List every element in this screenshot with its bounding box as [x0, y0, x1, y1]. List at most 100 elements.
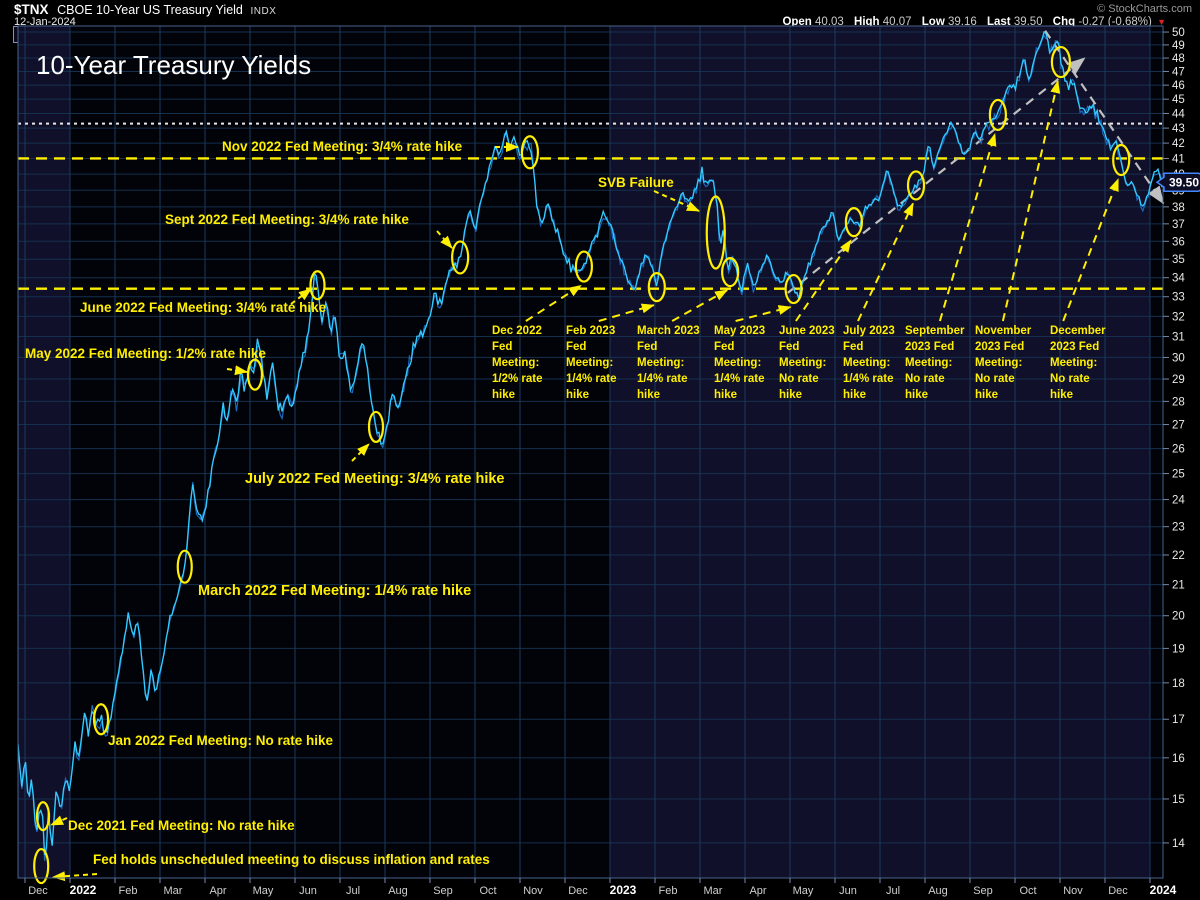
- y-axis-label: 42: [1172, 138, 1185, 150]
- open-value: 40.03: [815, 16, 844, 28]
- y-axis-label: 48: [1172, 53, 1185, 65]
- feb-2023-block-line: 1/4% rate: [566, 373, 617, 385]
- x-axis-label: Jun: [299, 885, 317, 897]
- y-axis-label: 47: [1172, 66, 1185, 78]
- x-axis-label: Jul: [346, 885, 360, 897]
- july-2023-block: July 2023 Fed Meeting: 1/4% rate hike: [843, 325, 895, 401]
- feb-2023-block-line: Fed: [566, 341, 586, 353]
- november-2023-block-line: No rate: [975, 373, 1015, 385]
- annotation-dec-2021: Dec 2021 Fed Meeting: No rate hike: [68, 818, 295, 833]
- july-2023-block-line: 1/4% rate: [843, 373, 894, 385]
- july-2023-block-line: Meeting:: [843, 357, 890, 369]
- x-axis-label: Feb: [119, 885, 138, 897]
- copyright-text: © StockCharts.com: [1097, 3, 1192, 15]
- meeting-ellipse-mar2023: [721, 257, 740, 288]
- meeting-ellipse-sep2023: [988, 98, 1008, 132]
- fan-arrow-feb2023: [598, 303, 655, 322]
- x-axis-label: Apr: [209, 885, 226, 897]
- price-line: [18, 30, 1163, 855]
- july-2023-block-line: hike: [843, 389, 866, 401]
- december-2023-block-line: No rate: [1050, 373, 1090, 385]
- exchange-label: INDX: [250, 6, 277, 17]
- y-axis-label: 38: [1172, 202, 1185, 214]
- july-2022-arrow: [351, 443, 370, 462]
- feb-2023-block: Feb 2023 Fed Meeting: 1/4% rate hike: [566, 325, 617, 401]
- x-axis-label: 2024: [1150, 883, 1177, 897]
- september-2023-block: September 2023 Fed Meeting: No rate hike: [905, 325, 965, 401]
- last-price-badge: 39.50: [1155, 172, 1200, 192]
- november-2023-block-line: hike: [975, 389, 998, 401]
- annotation-svb-failure: SVB Failure: [598, 175, 674, 190]
- feb-2023-block-line: Feb 2023: [566, 325, 615, 337]
- dec-2022-block-line: hike: [492, 389, 515, 401]
- fan-arrow-dec2022: [525, 284, 582, 322]
- september-2023-block-line: Meeting:: [905, 357, 952, 369]
- symbol-description: CBOE 10-Year US Treasury Yield: [57, 3, 243, 17]
- june-2022-arrow: [290, 288, 312, 305]
- june-2023-block: June 2023 Fed Meeting: No rate hike: [779, 325, 835, 401]
- december-2023-block: December 2023 Fed Meeting: No rate hike: [1050, 325, 1106, 401]
- y-axis-label: 15: [1172, 794, 1185, 806]
- meeting-ellipse-mar2022: [176, 549, 193, 584]
- fan-arrow-dec2023: [1062, 178, 1120, 322]
- annotation-jan-2022: Jan 2022 Fed Meeting: No rate hike: [108, 733, 334, 748]
- meeting-ellipse-dec2023: [1112, 143, 1131, 177]
- december-2023-block-line: Meeting:: [1050, 357, 1097, 369]
- y-axis-label: 26: [1172, 444, 1185, 456]
- plot-frame: [17, 25, 1164, 879]
- feb-2023-block-line: Meeting:: [566, 357, 613, 369]
- y-axis-label: 32: [1172, 311, 1185, 323]
- dec-2022-block-line: Dec 2022: [492, 325, 542, 337]
- june-2023-block-line: June 2023: [779, 325, 835, 337]
- chg-value: -0.27 (-0.68%): [1078, 16, 1152, 28]
- june-2023-block-line: No rate: [779, 373, 819, 385]
- feb-2023-block-line: hike: [566, 389, 589, 401]
- y-axis-label: 28: [1172, 396, 1185, 408]
- x-axis-label: Apr: [749, 885, 766, 897]
- march-2023-block-line: March 2023: [637, 325, 700, 337]
- march-2023-block-line: 1/4% rate: [637, 373, 688, 385]
- march-2023-block: March 2023 Fed Meeting: 1/4% rate hike: [637, 325, 700, 401]
- annotation-unscheduled-meeting: Fed holds unscheduled meeting to discuss…: [93, 852, 490, 867]
- y-axis-label: 20: [1172, 611, 1185, 623]
- june-2023-block-line: Fed: [779, 341, 799, 353]
- meeting-ellipse-unscheduled: [33, 847, 50, 885]
- unscheduled-arrow: [52, 871, 98, 882]
- december-2023-block-line: 2023 Fed: [1050, 341, 1099, 353]
- y-axis-label: 44: [1172, 108, 1185, 120]
- y-axis-label: 16: [1172, 753, 1185, 765]
- y-axis-label: 36: [1172, 236, 1185, 248]
- march-2023-block-line: Fed: [637, 341, 657, 353]
- december-2023-block-line: hike: [1050, 389, 1073, 401]
- annotation-nov-2022: Nov 2022 Fed Meeting: 3/4% rate hike: [222, 139, 463, 154]
- fan-arrow-jul2023: [857, 202, 914, 322]
- june-2023-block-line: hike: [779, 389, 802, 401]
- meeting-ellipse-jul2022: [367, 410, 385, 444]
- quote-strip: Open 40.03 High 40.07 Low 39.16 Last 39.…: [775, 16, 1166, 28]
- low-label: Low: [921, 16, 945, 28]
- high-label: High: [854, 16, 880, 28]
- may-2023-block-line: hike: [714, 389, 737, 401]
- x-axis-label: Dec: [28, 885, 48, 897]
- september-2023-block-line: hike: [905, 389, 928, 401]
- y-axis-label: 46: [1172, 80, 1185, 92]
- x-axis-label: Sep: [433, 885, 453, 897]
- meeting-ellipse-nov2023: [1050, 45, 1072, 79]
- x-axis-label: Jul: [886, 885, 900, 897]
- annotation-sept-2022: Sept 2022 Fed Meeting: 3/4% rate hike: [165, 212, 409, 227]
- x-axis-label: May: [253, 885, 274, 897]
- x-axis-label: Aug: [388, 885, 408, 897]
- low-value: 39.16: [947, 16, 977, 28]
- y-axis-label: 43: [1172, 123, 1185, 135]
- meeting-ellipse-feb2023: [647, 272, 666, 303]
- y-axis-label: 27: [1172, 420, 1185, 432]
- dec-2022-block-line: Fed: [492, 341, 512, 353]
- x-axis-label: Dec: [1108, 885, 1128, 897]
- change-down-icon: ▼: [1157, 17, 1166, 27]
- x-axis-label: Feb: [659, 885, 678, 897]
- meeting-ellipse-jun2023: [844, 207, 864, 238]
- march-2023-block-line: Meeting:: [637, 357, 684, 369]
- y-axis-label: 30: [1172, 352, 1185, 364]
